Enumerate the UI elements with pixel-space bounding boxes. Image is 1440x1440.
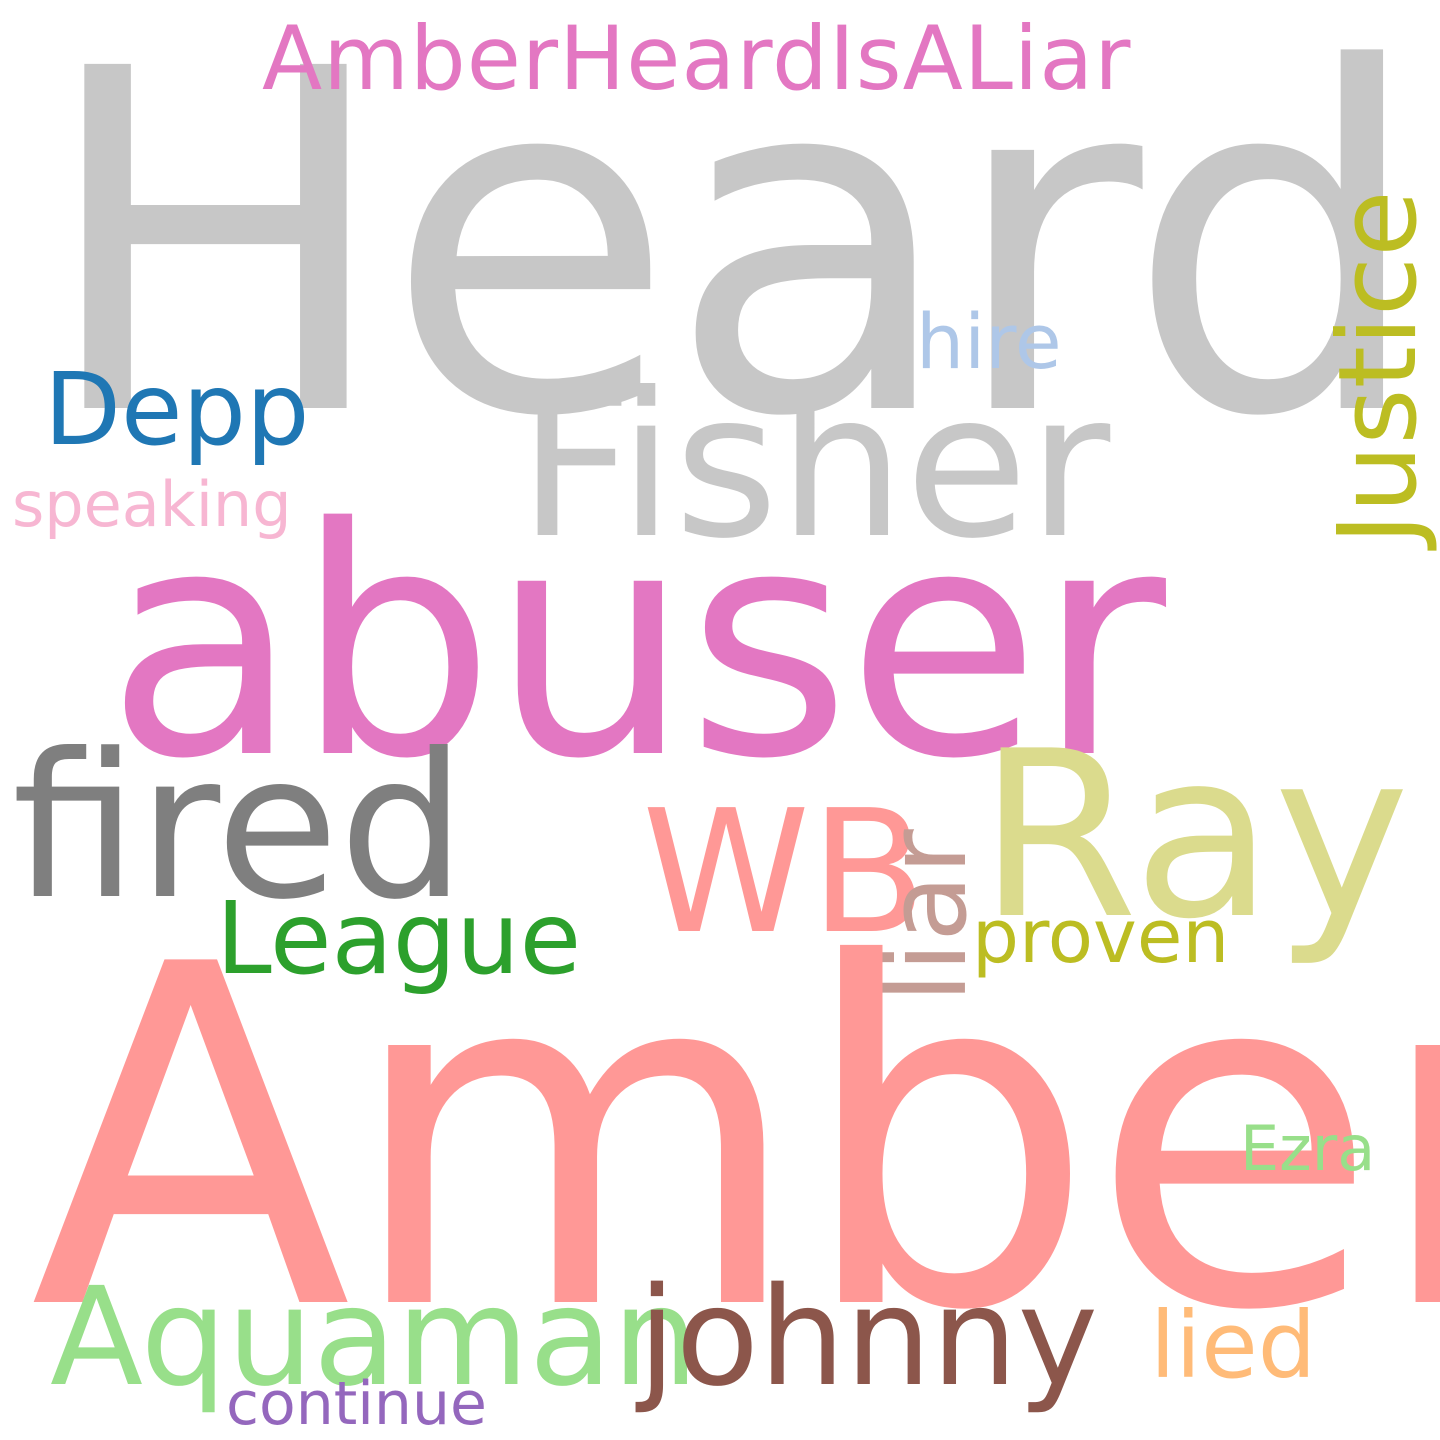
word-aquaman: Aquaman [50, 1259, 699, 1417]
word-lied: lied [1150, 1292, 1317, 1399]
word-heard: Heard [38, 0, 1426, 520]
word-continue: continue [226, 1369, 487, 1439]
word-league: League [216, 880, 582, 997]
word-fired: fired [12, 711, 466, 944]
word-amber: Amber [30, 866, 1440, 1413]
word-hire: hire [916, 297, 1062, 386]
word-depp: Depp [44, 351, 310, 468]
word-johnny: johnny [638, 1259, 1099, 1417]
word-fisher: Fisher [518, 350, 1111, 583]
word-speaking: speaking [12, 468, 292, 541]
word-amberheardisaliar: AmberHeardIsALiar [262, 7, 1132, 110]
word-justice: Justice [1316, 190, 1440, 545]
word-ezra: Ezra [1240, 1112, 1376, 1185]
word-wb: WB [642, 774, 927, 972]
word-ray: Ray [978, 703, 1410, 970]
word-abuser: abuser [106, 462, 1166, 828]
word-proven: proven [972, 894, 1230, 980]
